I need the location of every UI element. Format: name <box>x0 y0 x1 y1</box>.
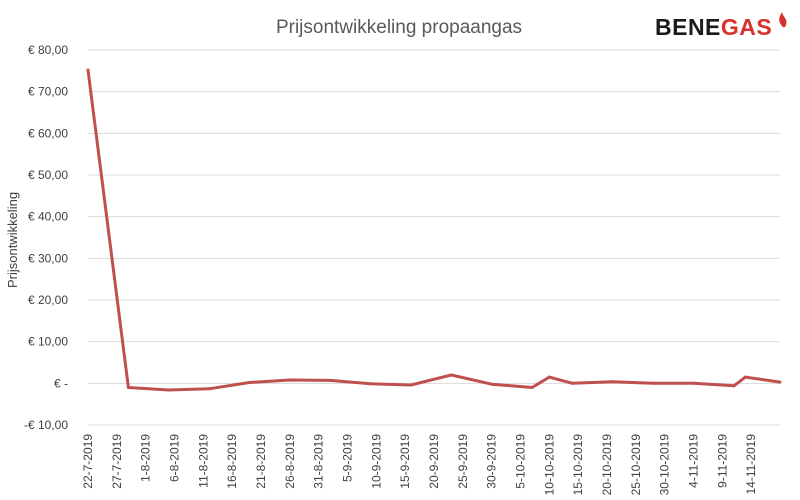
data-point <box>86 68 90 72</box>
x-tick-label: 11-8-2019 <box>196 434 210 488</box>
data-point <box>651 381 655 385</box>
data-point <box>732 384 736 388</box>
chart-title: Prijsontwikkeling propaangas <box>276 17 522 38</box>
y-tick-label: € 70,00 <box>28 85 68 99</box>
x-tick-label: 21-8-2019 <box>254 434 268 489</box>
x-tick-label: 31-8-2019 <box>312 434 326 489</box>
data-point <box>570 381 574 385</box>
data-point <box>167 388 171 392</box>
data-point <box>449 373 453 377</box>
x-tick-label: 20-9-2019 <box>427 434 441 489</box>
x-tick-label: 5-9-2019 <box>341 434 355 482</box>
benegas-logo: BENEGAS <box>655 12 787 40</box>
y-tick-label: € - <box>54 376 68 390</box>
x-tick-label: 25-9-2019 <box>456 434 470 489</box>
y-tick-label: € 50,00 <box>28 168 68 182</box>
data-point <box>409 383 413 387</box>
logo-text-accent: GAS <box>721 14 772 40</box>
flame-icon <box>779 12 787 28</box>
data-point <box>248 381 251 384</box>
data-point <box>126 386 130 389</box>
x-tick-label: 15-10-2019 <box>571 434 585 496</box>
data-point <box>778 380 782 384</box>
x-tick-label: 22-7-2019 <box>81 434 95 489</box>
y-tick-label: € 30,00 <box>28 251 68 265</box>
series-line <box>86 69 781 392</box>
y-tick-label: € 60,00 <box>28 126 68 140</box>
x-tick-label: 6-8-2019 <box>168 434 182 482</box>
x-tick-label: 9-11-2019 <box>715 434 729 488</box>
data-point <box>288 378 292 382</box>
x-tick-label: 5-10-2019 <box>514 434 528 489</box>
series <box>86 68 782 392</box>
data-point <box>490 382 494 386</box>
x-tick-label: 30-10-2019 <box>658 434 672 496</box>
data-point <box>530 386 534 389</box>
x-tick-label: 26-8-2019 <box>283 434 297 489</box>
x-tick-label: 25-10-2019 <box>629 434 643 496</box>
y-tick-label: € 80,00 <box>28 43 68 57</box>
data-point <box>369 382 373 386</box>
data-point <box>743 375 747 379</box>
x-tick-label: 27-7-2019 <box>110 434 124 489</box>
x-tick-label: 30-9-2019 <box>485 434 499 489</box>
data-point <box>611 380 615 384</box>
x-tick-label: 10-9-2019 <box>369 434 383 489</box>
y-axis-label: Prijsontwikkeling <box>5 192 20 288</box>
x-tick-label: 16-8-2019 <box>225 434 239 489</box>
logo-text-dark: BENE <box>655 14 721 40</box>
svg-text:BENEGAS: BENEGAS <box>655 14 772 40</box>
y-tick-label: € 10,00 <box>28 335 68 349</box>
x-tick-label: 15-9-2019 <box>398 434 412 489</box>
x-tick-label: 14-11-2019 <box>744 434 758 495</box>
x-tick-labels: 22-7-2019 27-7-2019 1-8-2019 6-8-2019 11-8-2… <box>81 434 758 496</box>
x-tick-label: 1-8-2019 <box>139 434 153 482</box>
y-tick-label: € 20,00 <box>28 293 68 307</box>
y-tick-labels: -€ 10,00 € - € 10,00 € 20,00 € 30,00 € 40,00 €… <box>24 43 68 432</box>
data-point <box>692 381 695 385</box>
data-point <box>328 378 332 382</box>
y-tick-label: -€ 10,00 <box>24 418 68 432</box>
x-tick-label: 20-10-2019 <box>600 434 614 496</box>
data-point <box>207 387 211 391</box>
data-point <box>547 375 551 379</box>
x-tick-label: 10-10-2019 <box>542 434 556 496</box>
x-tick-label: 4-11-2019 <box>687 434 701 488</box>
gridlines <box>88 49 780 426</box>
y-tick-label: € 40,00 <box>28 210 68 224</box>
